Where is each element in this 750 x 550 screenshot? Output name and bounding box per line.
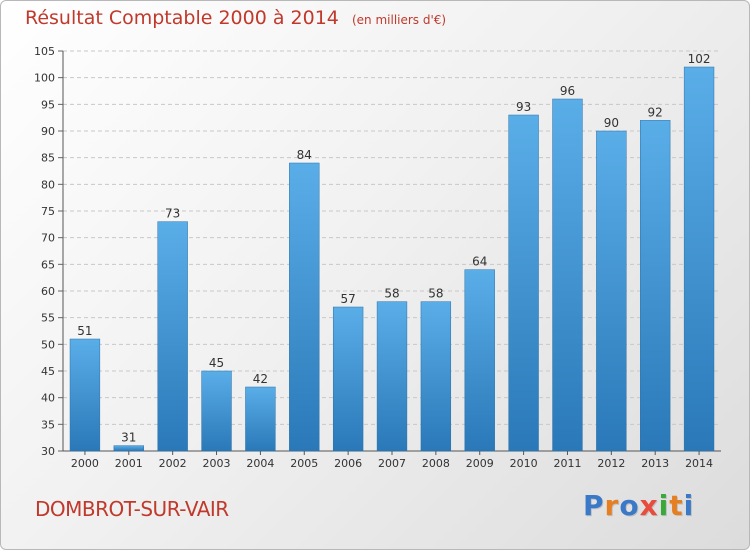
- bar-2001: [113, 445, 144, 452]
- data-label-2004: 42: [253, 372, 268, 386]
- x-tick-label-2007: 2007: [378, 457, 406, 470]
- y-tick-label: 55: [41, 312, 55, 325]
- data-label-2011: 96: [560, 84, 575, 98]
- bar-2004: [245, 386, 276, 452]
- logo-letter: x: [639, 489, 659, 522]
- x-tick-label-2004: 2004: [246, 457, 274, 470]
- x-tick-label-2012: 2012: [597, 457, 625, 470]
- logo-letter: o: [619, 489, 640, 522]
- x-tick-label-2010: 2010: [510, 457, 538, 470]
- bar-2003: [201, 370, 232, 452]
- bar-2007: [376, 301, 408, 452]
- x-tick-label-2013: 2013: [641, 457, 669, 470]
- x-tick-label-2002: 2002: [159, 457, 187, 470]
- y-tick-label: 40: [41, 392, 55, 405]
- bar-2002: [157, 221, 188, 452]
- y-tick-label: 100: [34, 72, 55, 85]
- bar-2000: [69, 338, 101, 452]
- y-tick-label: 75: [41, 205, 55, 218]
- x-tick-label-2001: 2001: [115, 457, 143, 470]
- y-tick-label: 70: [41, 232, 55, 245]
- x-tick-label-2009: 2009: [466, 457, 494, 470]
- y-tick-label: 105: [34, 45, 55, 58]
- data-label-2006: 57: [340, 292, 355, 306]
- place-name: DOMBROT-SUR-VAIR: [35, 497, 229, 521]
- x-tick-label-2003: 2003: [203, 457, 231, 470]
- data-label-2013: 92: [648, 105, 663, 119]
- proxiti-logo: Proxiti: [583, 489, 694, 522]
- y-tick-label: 60: [41, 285, 55, 298]
- data-label-2007: 58: [384, 287, 399, 301]
- bar-2008: [420, 301, 452, 452]
- bar-2013: [640, 120, 671, 452]
- bar-2009: [464, 269, 495, 452]
- data-label-2010: 93: [516, 100, 531, 114]
- y-tick-label: 50: [41, 338, 55, 351]
- bar-2011: [552, 98, 583, 452]
- logo-letter: i: [658, 489, 670, 522]
- y-tick-label: 90: [41, 125, 55, 138]
- data-label-2012: 90: [604, 116, 619, 130]
- x-tick-label-2011: 2011: [553, 457, 581, 470]
- y-tick-label: 35: [41, 418, 55, 431]
- y-tick-label: 80: [41, 178, 55, 191]
- data-label-2009: 64: [472, 255, 487, 269]
- data-label-2003: 45: [209, 356, 224, 370]
- bar-2006: [332, 306, 364, 452]
- data-label-2002: 73: [165, 207, 180, 221]
- x-tick-label-2014: 2014: [685, 457, 713, 470]
- bar-2005: [289, 162, 320, 452]
- chart-unit-note: (en milliers d'€): [351, 13, 447, 27]
- bar-2010: [508, 114, 539, 452]
- bar-2012: [596, 130, 627, 452]
- x-tick-label-2006: 2006: [334, 457, 362, 470]
- logo-letter: i: [683, 489, 695, 522]
- x-tick-label-2008: 2008: [422, 457, 450, 470]
- y-tick-label: 30: [41, 445, 55, 458]
- data-label-2001: 31: [121, 431, 136, 445]
- data-label-2008: 58: [428, 287, 443, 301]
- y-tick-label: 95: [41, 98, 55, 111]
- data-label-2014: 102: [688, 52, 711, 66]
- logo-letter: P: [583, 489, 605, 522]
- data-label-2005: 84: [297, 148, 312, 162]
- y-tick-label: 65: [41, 258, 55, 271]
- bar-2014: [683, 66, 715, 452]
- logo-letter: r: [604, 489, 620, 522]
- logo-letter: t: [669, 489, 684, 522]
- x-tick-label-2005: 2005: [290, 457, 318, 470]
- x-tick-label-2000: 2000: [71, 457, 99, 470]
- data-label-2000: 51: [77, 324, 92, 338]
- chart-title: Résultat Comptable 2000 à 2014 (en milli…: [25, 7, 446, 29]
- y-tick-label: 45: [41, 365, 55, 378]
- chart-title-main: Résultat Comptable 2000 à 2014: [25, 7, 339, 29]
- y-tick-label: 85: [41, 152, 55, 165]
